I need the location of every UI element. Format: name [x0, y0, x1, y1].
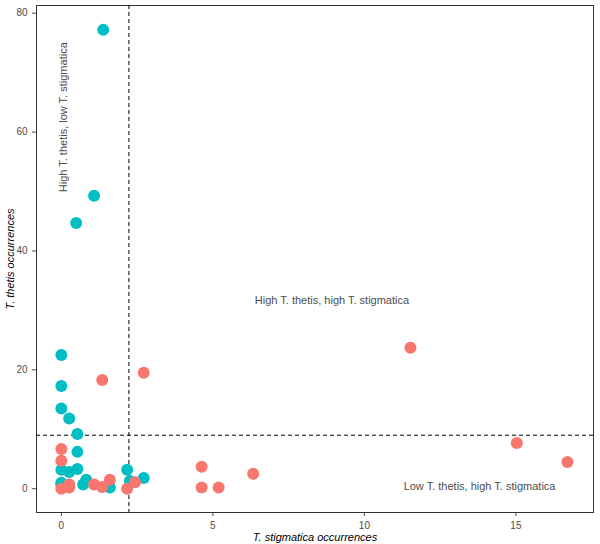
svg-text:High T. thetis, low T. stigmat: High T. thetis, low T. stigmatica: [57, 41, 69, 192]
svg-text:15: 15: [510, 520, 522, 531]
svg-text:0: 0: [22, 483, 28, 494]
svg-text:Low T. thetis, high T. stigmat: Low T. thetis, high T. stigmatica: [404, 480, 557, 492]
svg-text:40: 40: [16, 245, 28, 256]
svg-text:0: 0: [59, 520, 65, 531]
svg-text:T. stigmatica occurrences: T. stigmatica occurrences: [253, 531, 378, 543]
svg-text:60: 60: [16, 126, 28, 137]
svg-text:High T. thetis, high T. stigma: High T. thetis, high T. stigmatica: [255, 294, 410, 306]
svg-text:5: 5: [210, 520, 216, 531]
svg-text:T. thetis occurrences: T. thetis occurrences: [4, 208, 16, 310]
svg-text:10: 10: [359, 520, 371, 531]
svg-text:20: 20: [16, 364, 28, 375]
svg-text:80: 80: [16, 7, 28, 18]
